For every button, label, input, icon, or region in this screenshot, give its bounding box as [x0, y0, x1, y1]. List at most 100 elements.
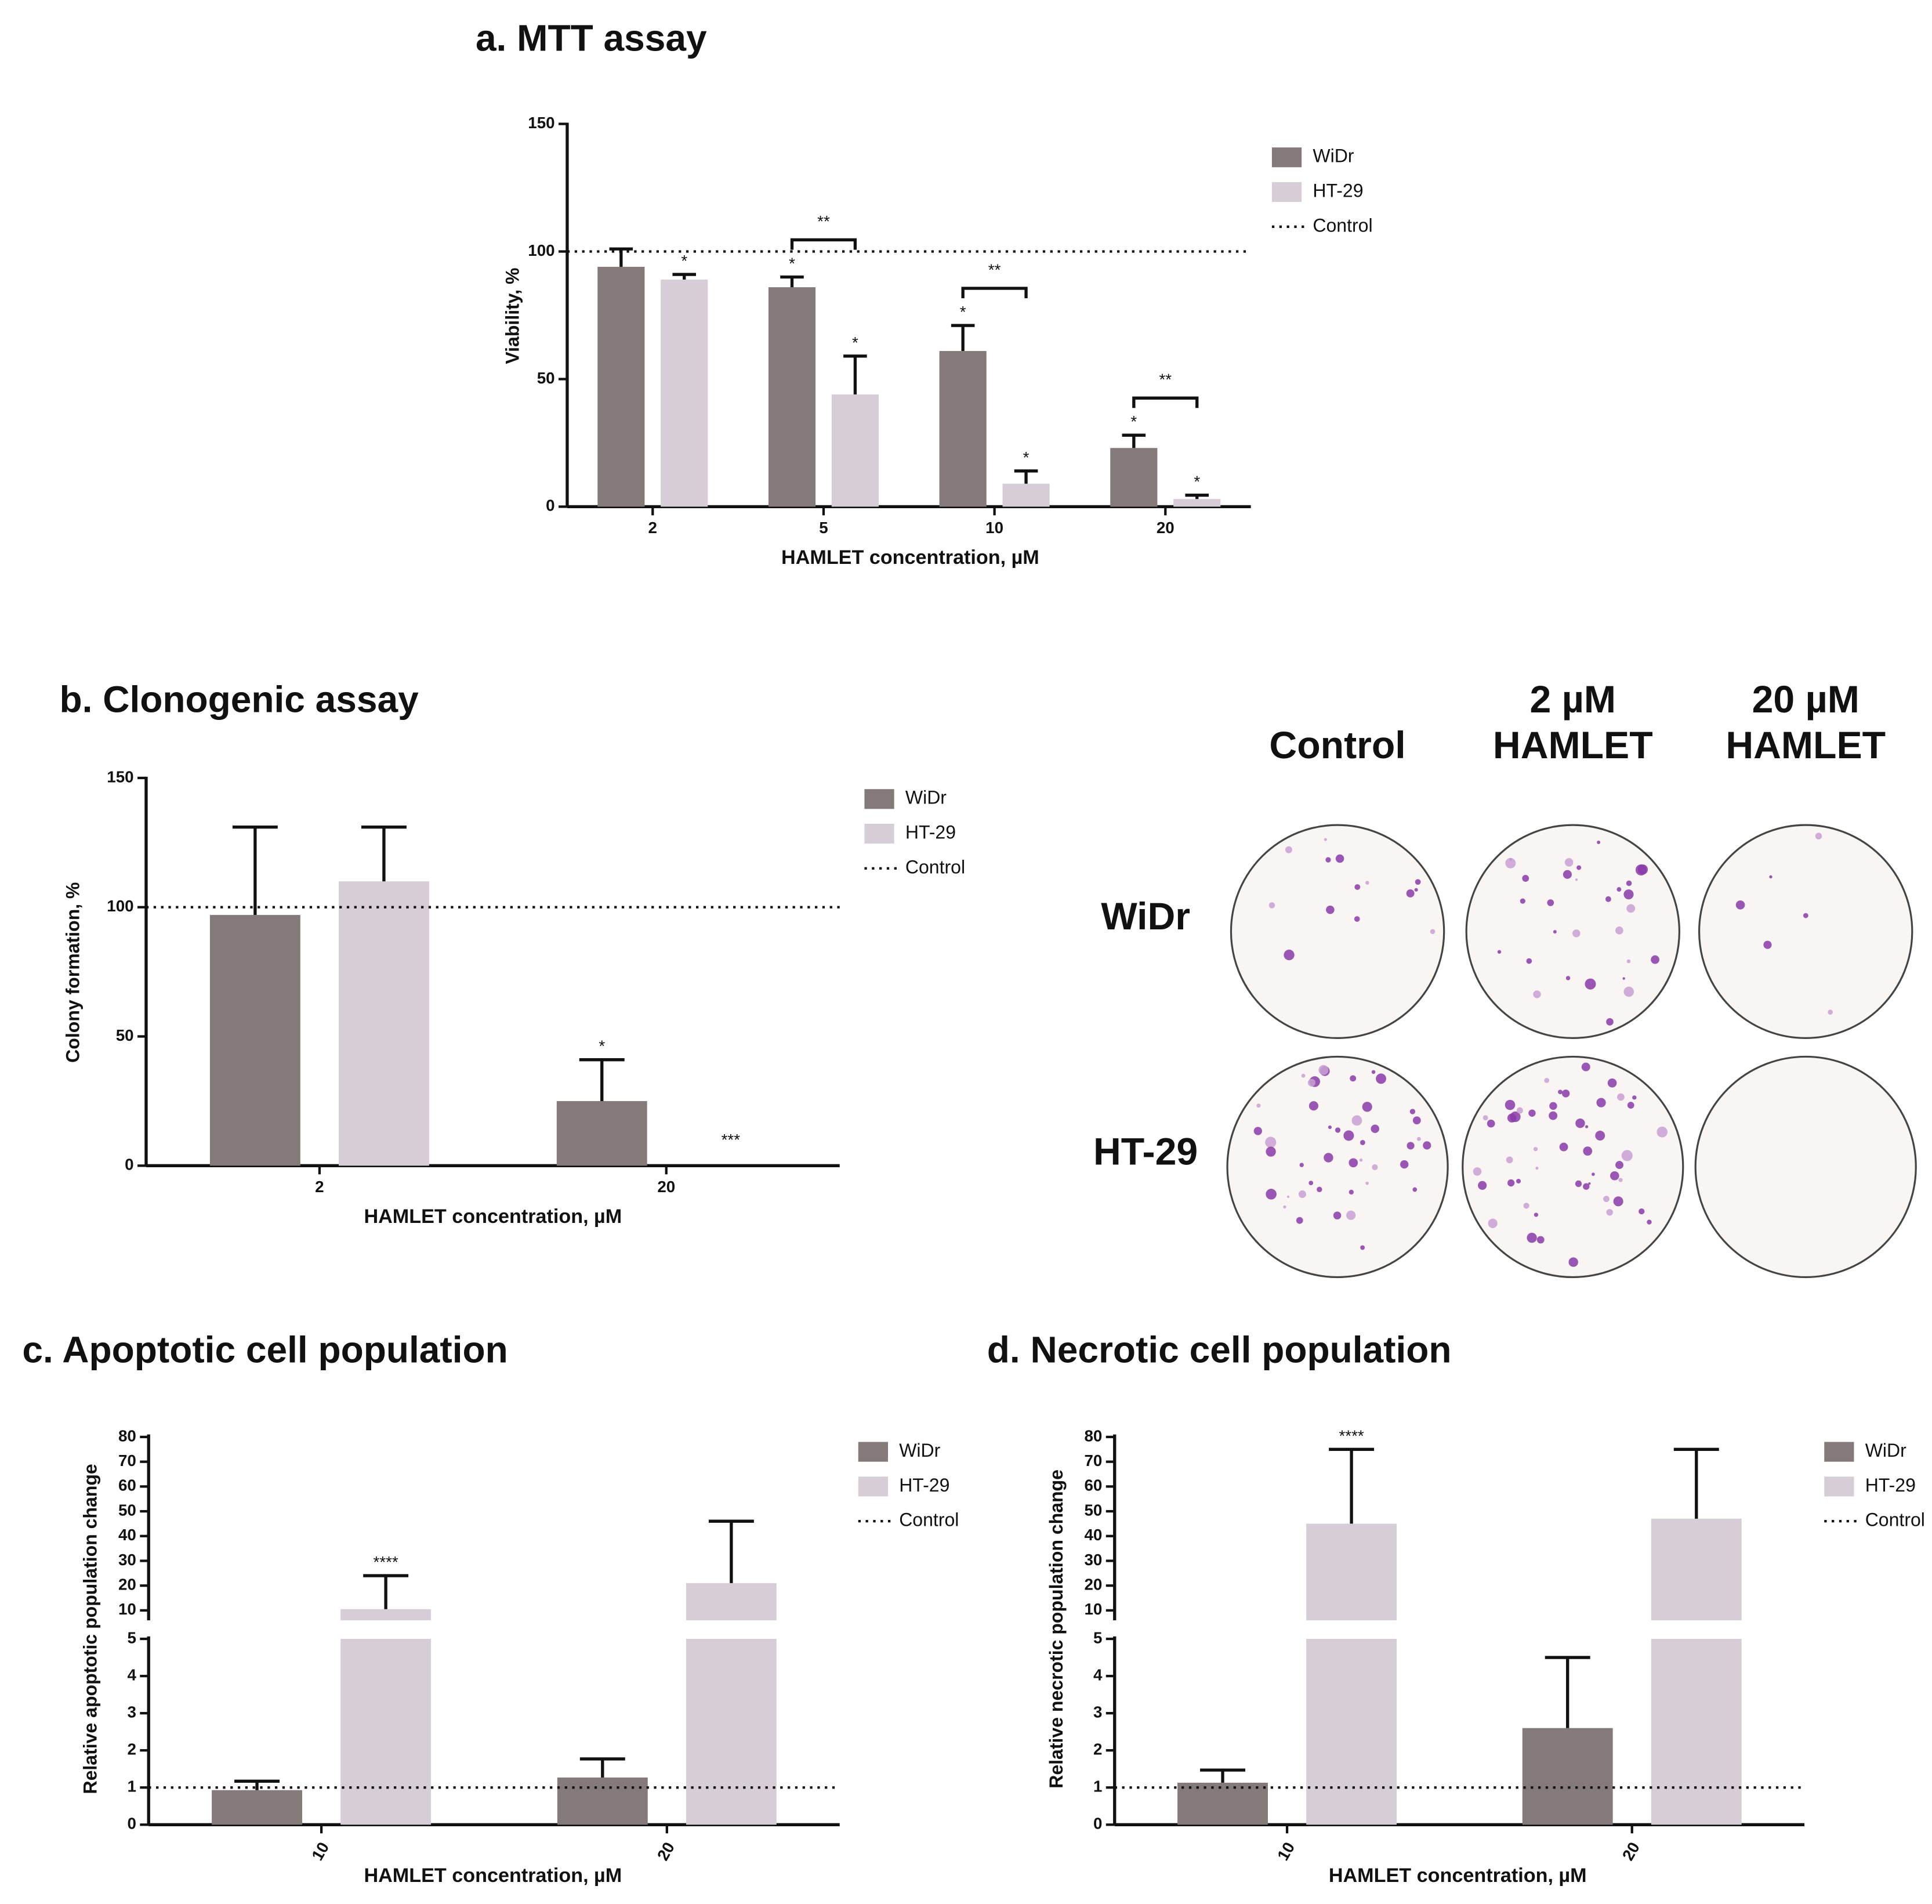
y-axis-label: Relative necrotic population change — [1046, 1469, 1067, 1789]
bar — [831, 394, 879, 507]
significance-label: * — [852, 334, 858, 352]
colony — [1324, 838, 1327, 841]
y-tick-label: 30 — [1085, 1551, 1103, 1569]
y-tick-label: 50 — [537, 369, 555, 387]
y-tick-label: 20 — [1085, 1576, 1103, 1594]
colony — [1803, 913, 1808, 918]
colony — [1615, 926, 1623, 935]
colony — [1592, 1172, 1595, 1176]
legend-swatch — [1824, 1442, 1854, 1462]
bar — [597, 266, 645, 507]
colony — [1632, 1095, 1637, 1100]
colony — [1283, 1205, 1286, 1209]
significance-label: * — [1194, 473, 1200, 491]
culture-dish — [1698, 824, 1913, 1040]
colony — [1527, 1232, 1537, 1243]
colony — [1349, 1189, 1354, 1195]
colony — [1534, 1212, 1539, 1217]
colony — [1482, 1115, 1488, 1121]
significance-label: * — [1023, 448, 1030, 466]
colony — [1415, 879, 1421, 885]
colony — [1266, 1189, 1277, 1200]
colony — [1595, 1131, 1605, 1141]
y-tick-label: 2 — [127, 1740, 136, 1758]
bracket-label: ** — [1159, 371, 1172, 389]
y-tick-label: 50 — [116, 1026, 134, 1044]
colony — [1301, 1073, 1306, 1078]
significance-label: **** — [1339, 1427, 1364, 1445]
colony — [1526, 958, 1532, 964]
colony — [1735, 900, 1745, 910]
culture-dish — [1230, 824, 1445, 1040]
colony — [1497, 950, 1502, 954]
bar — [1002, 483, 1050, 507]
colony — [1606, 1208, 1613, 1216]
colony — [1623, 889, 1634, 900]
colony — [1328, 1125, 1332, 1130]
culture-dish — [1465, 824, 1681, 1040]
legend-swatch — [858, 1476, 888, 1497]
colony — [1308, 1101, 1318, 1111]
bar — [768, 287, 816, 507]
colony — [1299, 1163, 1304, 1167]
colony — [1507, 1179, 1515, 1187]
y-tick-label: 20 — [118, 1576, 136, 1594]
bar — [1306, 1638, 1397, 1825]
culture-dish — [1694, 1055, 1917, 1279]
colony — [1423, 1141, 1431, 1150]
legend-swatch — [1271, 182, 1302, 202]
y-tick-label: 100 — [107, 897, 133, 915]
legend-swatch — [858, 1442, 888, 1462]
bar — [1522, 1728, 1613, 1825]
colony — [1585, 1125, 1589, 1128]
colony — [1365, 881, 1369, 885]
colony — [1639, 1208, 1645, 1215]
y-tick-label: 150 — [107, 768, 133, 786]
legend-label: WiDr — [899, 1440, 940, 1461]
y-tick-label: 60 — [1085, 1476, 1103, 1494]
colony — [1533, 990, 1541, 998]
legend-label: Control — [905, 856, 965, 877]
colony — [1317, 1186, 1322, 1193]
colony — [1547, 899, 1554, 906]
colony — [1520, 898, 1525, 904]
column-header: 20 µM — [1752, 678, 1859, 721]
legend-swatch — [1824, 1476, 1854, 1497]
colony — [1298, 1190, 1306, 1199]
culture-dish — [1226, 1055, 1449, 1279]
bar — [1306, 1523, 1397, 1620]
legend-label: HT-29 — [899, 1475, 949, 1496]
y-tick-label: 0 — [1093, 1815, 1102, 1833]
colony — [1572, 929, 1581, 937]
colony — [1622, 977, 1625, 980]
colony — [1253, 1127, 1262, 1135]
legend-label: WiDr — [1313, 146, 1354, 166]
colony — [1597, 841, 1601, 844]
colony — [1351, 1115, 1362, 1126]
x-tick-label: 20 — [657, 1178, 675, 1196]
y-axis-label: Relative apoptotic population change — [79, 1464, 100, 1794]
colony — [1617, 1093, 1625, 1101]
row-header: HT-29 — [1093, 1131, 1198, 1174]
bar — [209, 915, 300, 1166]
bar — [661, 279, 708, 507]
colony — [1409, 1109, 1416, 1114]
colony — [1506, 1156, 1513, 1164]
colony — [1324, 1153, 1333, 1163]
y-tick-label: 50 — [1085, 1501, 1103, 1519]
colony — [1307, 1078, 1316, 1087]
colony — [1335, 1127, 1341, 1133]
colony — [1414, 888, 1418, 892]
chart-title: c. Apoptotic cell population — [22, 1329, 508, 1371]
colony — [1575, 878, 1578, 881]
legend-swatch — [864, 789, 894, 809]
colony — [1613, 1196, 1623, 1207]
colony — [1473, 1167, 1482, 1176]
colony — [1256, 1103, 1261, 1108]
colony — [1610, 1171, 1619, 1181]
colony — [1544, 1078, 1550, 1083]
bar — [557, 1777, 648, 1825]
x-tick-label: 5 — [819, 519, 828, 537]
y-tick-label: 0 — [127, 1815, 136, 1833]
colony — [1575, 1180, 1582, 1188]
